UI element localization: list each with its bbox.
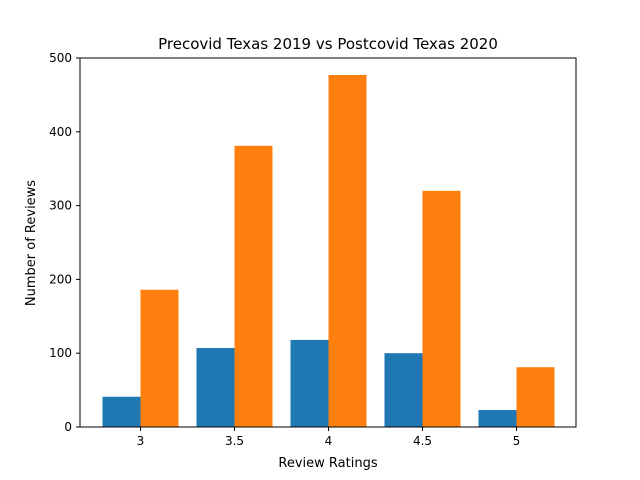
y-tick-label: 300 bbox=[49, 199, 72, 213]
x-axis-label: Review Ratings bbox=[278, 456, 377, 471]
bar-series2-5 bbox=[516, 367, 555, 427]
y-tick-label: 200 bbox=[49, 272, 72, 286]
bar-series1-3 bbox=[102, 396, 141, 427]
bar-series2-3 bbox=[140, 289, 179, 427]
bar-series2-3.5 bbox=[234, 145, 273, 427]
y-tick-label: 500 bbox=[49, 51, 72, 65]
chart-title: Precovid Texas 2019 vs Postcovid Texas 2… bbox=[158, 35, 498, 53]
bar-series1-4.5 bbox=[384, 353, 423, 427]
x-tick-label: 4 bbox=[325, 434, 333, 448]
bar-series1-3.5 bbox=[196, 348, 235, 427]
x-tick-label: 4.5 bbox=[413, 434, 432, 448]
bar-series2-4.5 bbox=[422, 190, 461, 427]
x-tick-label: 3 bbox=[137, 434, 145, 448]
y-tick-label: 400 bbox=[49, 125, 72, 139]
y-tick-label: 0 bbox=[64, 420, 72, 434]
bar-series1-5 bbox=[478, 410, 517, 427]
y-axis-label: Number of Reviews bbox=[24, 180, 39, 306]
x-tick-label: 5 bbox=[513, 434, 521, 448]
bar-series1-4 bbox=[290, 339, 329, 427]
bar-series2-4 bbox=[328, 74, 367, 427]
x-tick-label: 3.5 bbox=[225, 434, 244, 448]
plot-area: 3 3.5 4 4.5 5 0 100 200 300 400 500 bbox=[49, 51, 577, 448]
y-tick-label: 100 bbox=[49, 346, 72, 360]
